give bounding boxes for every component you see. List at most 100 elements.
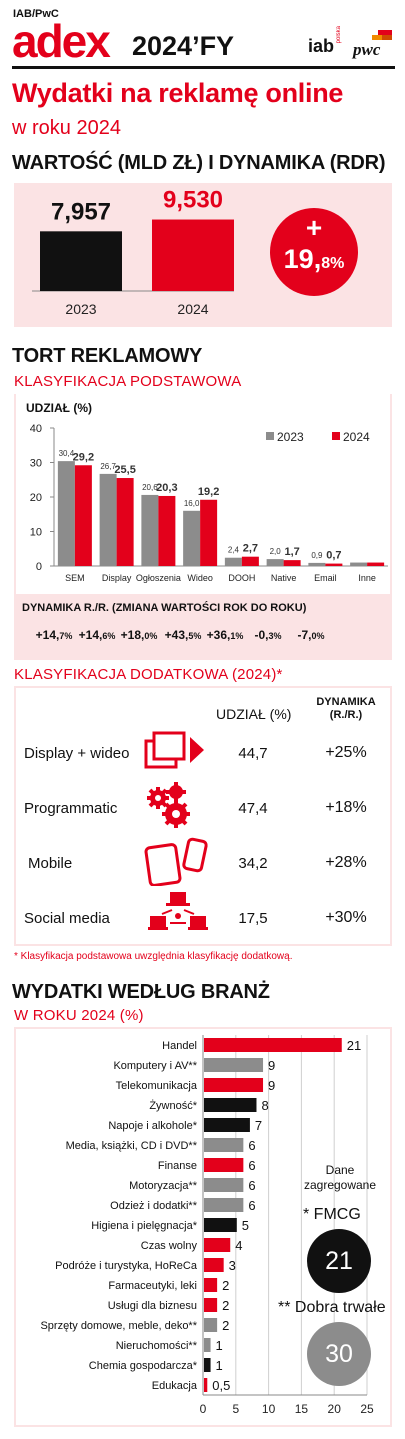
share-legend-swatch-2024 [332,432,340,440]
industry-cat-12: Farmaceutyki, leki [108,1280,197,1292]
dynamics-value-1: +14,6% [78,628,116,642]
industry-cat-6: Finanse [158,1160,197,1172]
dynamics-value-2: +18,0% [120,628,158,642]
row-dyn-programmatic: +18% [325,799,367,816]
share-ytick-10: 10 [30,527,42,539]
share-cat-2: Ogłoszenia [136,573,181,583]
industry-bar-17 [204,1378,208,1392]
share-cat-3: Wideo [187,573,213,583]
share-ytick-0: 0 [36,561,42,573]
industry-cat-5: Media, książki, CD i DVD** [66,1140,198,1152]
dynamics-value-6: -7,0% [297,628,325,642]
share-ytick-20: 20 [30,492,42,504]
industry-bar-11 [204,1258,224,1272]
row-share-programmatic: 47,4 [238,800,268,817]
industry-cat-4: Napoje i alkohole* [108,1120,197,1132]
durable-label: ** Dobra trwałe [278,1299,386,1316]
industry-bar-4 [204,1118,250,1132]
share-bar-2023-6 [308,562,326,566]
industry-cat-3: Żywność* [149,1099,197,1112]
dynamics-value-3: +43,5% [164,628,202,642]
value-year-2023: 2023 [65,301,96,317]
page-title: Wydatki na reklamę online [12,78,344,108]
industry-value-6: 6 [248,1158,255,1173]
industry-value-16: 1 [216,1358,223,1373]
aggregated-title: Dane zagregowane [303,1163,377,1192]
share-label-2023-6: 0,9 [311,551,323,560]
pwc-logo: pwc [353,40,381,59]
industry-xtick-20: 20 [328,1402,342,1416]
industry-cat-7: Motoryzacja** [129,1180,198,1192]
share-label-2023-2: 20,6 [142,483,158,492]
value-bar-chart: 7,957 2023 9,530 2024 [32,187,234,317]
industry-value-14: 2 [222,1318,229,1333]
pie-section-subtitle: KLASYFIKACJA PODSTAWOWA [14,373,242,390]
industry-bar-12 [204,1278,218,1292]
source-label: IAB/PwC [13,8,59,20]
growth-badge: + 19,8% [270,208,358,296]
industry-cat-10: Czas wolny [141,1240,198,1252]
industry-cat-15: Nieruchomości** [116,1340,198,1352]
industry-xtick-5: 5 [232,1402,239,1416]
growth-plus: + [305,212,323,243]
share-bar-2024-6 [325,563,343,566]
pie-section-title: TORT REKLAMOWY [12,345,203,367]
row-label-mobile: Mobile [28,855,73,872]
report-year: 2024’FY [132,31,235,61]
industry-cat-13: Usługi dla biznesu [108,1300,197,1312]
industry-bar-3 [204,1098,257,1112]
additional-table [16,688,390,944]
share-bar-2023-3 [183,510,201,566]
industry-value-17: 0,5 [212,1378,230,1393]
share-bar-2024-5 [283,560,301,566]
industry-bar-8 [204,1198,244,1212]
share-label-2024-6: 0,7 [326,550,341,562]
industry-bar-0 [204,1038,342,1052]
industry-bar-9 [204,1218,237,1232]
industry-cat-0: Handel [162,1040,197,1052]
industry-value-10: 4 [235,1238,242,1253]
iab-logo: iab [308,36,335,56]
share-bar-2024-7 [367,562,385,566]
industry-value-3: 8 [261,1098,268,1113]
share-label-2023-5: 2,0 [270,547,282,556]
share-label-2023-4: 2,4 [228,546,240,555]
row-dyn-display: +25% [325,744,367,761]
industry-cat-16: Chemia gospodarcza* [89,1360,198,1372]
share-cat-7: Inne [358,573,376,583]
share-label-2024-3: 19,2 [198,486,219,498]
industry-value-8: 6 [248,1198,255,1213]
value-section-title: WARTOŚĆ (MLD ZŁ) I DYNAMIKA (RDR) [12,152,386,174]
industry-bar-16 [204,1358,211,1372]
iab-sub-logo: polska [336,26,342,44]
fmcg-label: * FMCG [303,1206,361,1223]
industry-value-5: 6 [248,1138,255,1153]
share-legend-swatch-2023 [266,432,274,440]
industry-bar-15 [204,1338,211,1352]
share-label-2023-1: 26,7 [100,462,116,471]
industry-xtick-0: 0 [200,1402,207,1416]
value-label-2024: 9,530 [163,187,223,214]
industry-cat-8: Odzież i dodatki** [110,1200,198,1212]
industry-title: WYDATKI WEDŁUG BRANŻ [12,981,270,1003]
share-bar-chart: UDZIAŁ (%) 0 10 20 30 40 30,429,2 SEM 26,725,5 Di… [26,401,388,583]
industry-bar-5 [204,1138,244,1152]
industry-value-1: 9 [268,1058,275,1073]
industry-cat-17: Edukacja [152,1380,198,1392]
col-share-header: UDZIAŁ (%) [216,706,292,722]
share-bar-2024-2 [158,495,176,566]
row-share-social: 17,5 [238,910,268,927]
industry-value-7: 6 [248,1178,255,1193]
display-video-icon [144,731,204,769]
industry-value-12: 2 [222,1278,229,1293]
industry-cat-11: Podróże i turystyka, HoReCa [55,1260,198,1272]
row-share-display: 44,7 [238,745,268,762]
share-bar-2024-0 [74,465,92,566]
header-rule [12,66,395,69]
industry-value-4: 7 [255,1118,262,1133]
share-label-2024-0: 29,2 [73,451,94,463]
share-cat-5: Native [271,573,297,583]
industry-cat-14: Sprzęty domowe, meble, deko** [40,1320,197,1332]
share-label-2023-3: 16,0 [184,499,200,508]
